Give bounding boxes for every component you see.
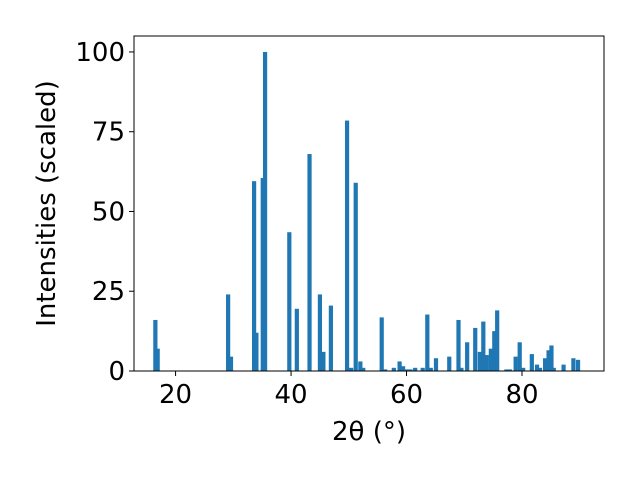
bar xyxy=(155,348,160,371)
bar xyxy=(153,319,158,371)
bar xyxy=(546,350,551,371)
bar xyxy=(513,356,518,371)
x-tick-label: 40 xyxy=(275,380,308,410)
bar xyxy=(228,356,234,371)
bar xyxy=(492,331,497,371)
bar xyxy=(543,358,548,371)
bar xyxy=(433,358,439,371)
bar xyxy=(361,367,366,371)
y-tick-label: 100 xyxy=(75,38,125,68)
bar xyxy=(456,319,461,371)
bar xyxy=(465,342,470,371)
bar xyxy=(353,182,358,371)
y-axis-label: Intensities (scaled) xyxy=(32,80,62,327)
y-tick-label: 0 xyxy=(108,357,125,387)
bar xyxy=(307,154,312,371)
bar xyxy=(226,294,231,371)
bar xyxy=(420,367,425,371)
y-tick-label: 50 xyxy=(92,197,125,227)
bar xyxy=(495,310,500,371)
bar xyxy=(447,356,452,371)
x-axis-label: 2θ (°) xyxy=(332,417,406,447)
bar xyxy=(383,369,388,371)
bar xyxy=(477,351,482,371)
bar xyxy=(507,369,512,371)
bar xyxy=(575,359,581,371)
bar xyxy=(358,361,363,371)
bar xyxy=(517,342,522,371)
bar xyxy=(344,120,350,371)
bar xyxy=(397,361,402,371)
y-axis-ticks: 0 25 50 75 100 xyxy=(75,38,134,387)
bar xyxy=(473,327,478,371)
x-tick-label: 80 xyxy=(505,380,538,410)
bar xyxy=(529,354,534,371)
bar xyxy=(252,181,257,371)
bar xyxy=(400,366,406,371)
bar xyxy=(534,364,540,371)
bar xyxy=(391,367,396,371)
bar xyxy=(328,305,333,371)
bar xyxy=(428,367,433,371)
bar xyxy=(425,314,430,371)
bar xyxy=(321,351,326,371)
y-tick-label: 25 xyxy=(92,277,125,307)
bar xyxy=(551,367,556,371)
x-tick-label: 20 xyxy=(159,380,192,410)
bar xyxy=(459,367,464,371)
bar xyxy=(521,367,526,371)
x-axis-ticks: 20 40 60 80 xyxy=(159,371,539,410)
bar xyxy=(349,367,354,371)
bar xyxy=(549,345,554,371)
bar xyxy=(488,348,493,371)
bar xyxy=(404,369,409,371)
bar-series xyxy=(153,51,581,371)
bar xyxy=(413,367,418,371)
bar xyxy=(294,308,299,371)
bar xyxy=(504,369,509,371)
bar xyxy=(262,51,268,371)
bar xyxy=(571,358,576,371)
bar xyxy=(287,232,292,371)
bar xyxy=(408,369,413,371)
bar xyxy=(260,177,265,371)
bar xyxy=(537,367,543,371)
bar xyxy=(317,294,323,371)
bar xyxy=(481,321,486,371)
bar xyxy=(484,355,489,371)
x-tick-label: 60 xyxy=(390,380,423,410)
plot-frame xyxy=(133,35,605,372)
bar xyxy=(379,317,384,371)
bar xyxy=(254,332,259,371)
y-tick-label: 75 xyxy=(92,118,125,148)
bar xyxy=(561,364,566,371)
